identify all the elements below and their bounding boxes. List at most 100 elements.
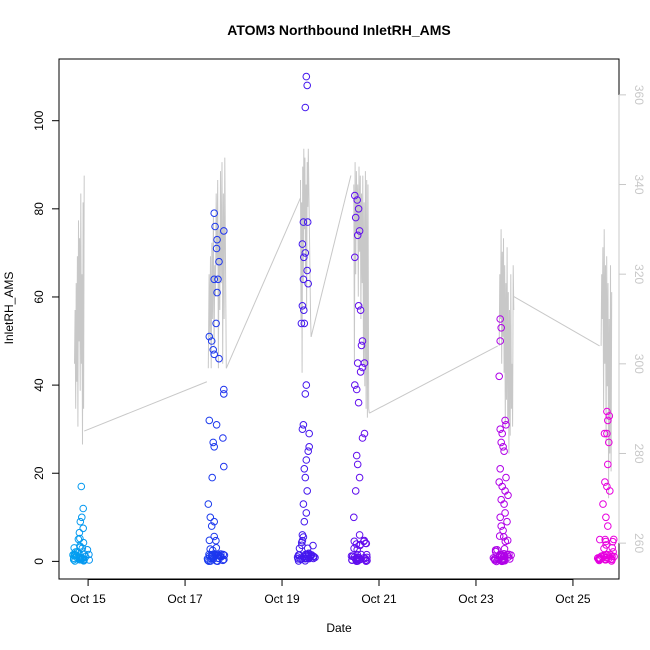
data-point — [298, 240, 307, 248]
data-point — [505, 550, 513, 559]
data-point — [212, 244, 221, 253]
secondary-line-segment — [353, 162, 370, 418]
data-point — [355, 473, 364, 482]
data-point — [351, 487, 360, 495]
y-tick-label: 80 — [32, 202, 46, 216]
secondary-line-segment — [74, 175, 85, 445]
x-tick-label: Oct 15 — [70, 592, 106, 606]
x-axis-label: Date — [326, 621, 352, 635]
data-point — [302, 509, 311, 517]
secondary-line-segment — [600, 229, 613, 499]
data-point — [300, 517, 309, 526]
data-point — [300, 306, 308, 315]
data-point — [606, 487, 614, 495]
data-point — [78, 513, 86, 522]
data-point — [302, 456, 311, 464]
data-point — [302, 72, 311, 81]
data-point — [362, 550, 371, 559]
data-point — [601, 478, 609, 486]
data-point — [298, 536, 307, 545]
data-point — [205, 332, 214, 341]
data-point — [601, 555, 609, 564]
data-point — [210, 443, 218, 451]
data-point — [503, 517, 511, 526]
data-point — [358, 363, 367, 372]
secondary-line-connector — [84, 381, 208, 432]
data-point — [491, 555, 499, 564]
data-point — [210, 350, 218, 359]
data-point — [298, 302, 307, 310]
scatter-points — [69, 72, 618, 566]
data-point — [301, 390, 310, 398]
y2-tick-label: 340 — [632, 175, 646, 195]
data-point — [498, 429, 507, 438]
data-point — [495, 372, 504, 381]
data-point — [356, 306, 365, 315]
data-point — [348, 556, 356, 564]
data-point — [608, 544, 617, 552]
data-point — [305, 443, 314, 451]
data-point — [212, 536, 220, 545]
x-tick-label: Oct 21 — [361, 592, 397, 606]
y-tick-label: 60 — [32, 290, 46, 304]
data-point — [500, 500, 508, 508]
secondary-line-connector — [225, 197, 301, 369]
y-tick-label: 20 — [32, 466, 46, 480]
data-point — [205, 416, 214, 425]
chart-title: ATOM3 Northbound InletRH_AMS — [227, 22, 450, 38]
data-point — [78, 544, 87, 553]
data-point — [495, 532, 504, 540]
data-point — [215, 257, 223, 266]
data-point — [76, 517, 85, 526]
data-point — [208, 473, 216, 482]
y2-tick-label: 320 — [632, 264, 646, 284]
data-point — [220, 462, 228, 471]
data-point — [206, 513, 215, 522]
data-point — [497, 522, 506, 530]
data-point — [303, 544, 312, 553]
data-point — [500, 550, 508, 558]
data-point — [300, 319, 309, 328]
data-point — [212, 544, 221, 552]
data-point — [351, 191, 359, 200]
data-point — [356, 368, 365, 376]
data-point — [299, 552, 308, 561]
data-point — [209, 346, 217, 354]
secondary-line-segment — [207, 157, 227, 369]
data-point — [212, 421, 221, 429]
data-point — [496, 425, 505, 434]
data-point — [600, 429, 609, 438]
y-tick-label: 100 — [32, 110, 46, 130]
data-point — [76, 534, 84, 543]
data-point — [303, 487, 312, 495]
data-point — [354, 398, 363, 407]
data-point — [207, 522, 216, 530]
data-point — [354, 205, 363, 213]
data-point — [502, 473, 510, 482]
data-point — [297, 319, 306, 328]
data-point — [498, 556, 507, 565]
x-axis: Oct 15 Oct 17 Oct 19 Oct 21 Oct 23 Oct 25 — [70, 579, 591, 606]
data-point — [601, 535, 610, 544]
data-point — [211, 222, 219, 231]
data-point — [219, 434, 227, 442]
data-point — [499, 526, 507, 535]
y2-tick-label: 280 — [632, 443, 646, 463]
data-point — [299, 421, 308, 429]
data-point — [352, 385, 361, 394]
data-point — [594, 554, 603, 562]
data-point — [358, 434, 367, 442]
data-point — [301, 249, 310, 257]
y2-tick-label: 300 — [632, 354, 646, 374]
data-point — [79, 524, 87, 533]
data-point — [311, 553, 319, 562]
data-point — [501, 537, 510, 546]
data-point — [210, 275, 218, 284]
data-point — [356, 541, 364, 550]
y-axis-label: InletRH_AMS — [2, 272, 16, 345]
data-point — [355, 227, 364, 235]
data-point — [355, 531, 364, 539]
data-point — [73, 548, 82, 556]
data-point — [603, 429, 611, 438]
secondary-line-connector — [513, 296, 600, 347]
